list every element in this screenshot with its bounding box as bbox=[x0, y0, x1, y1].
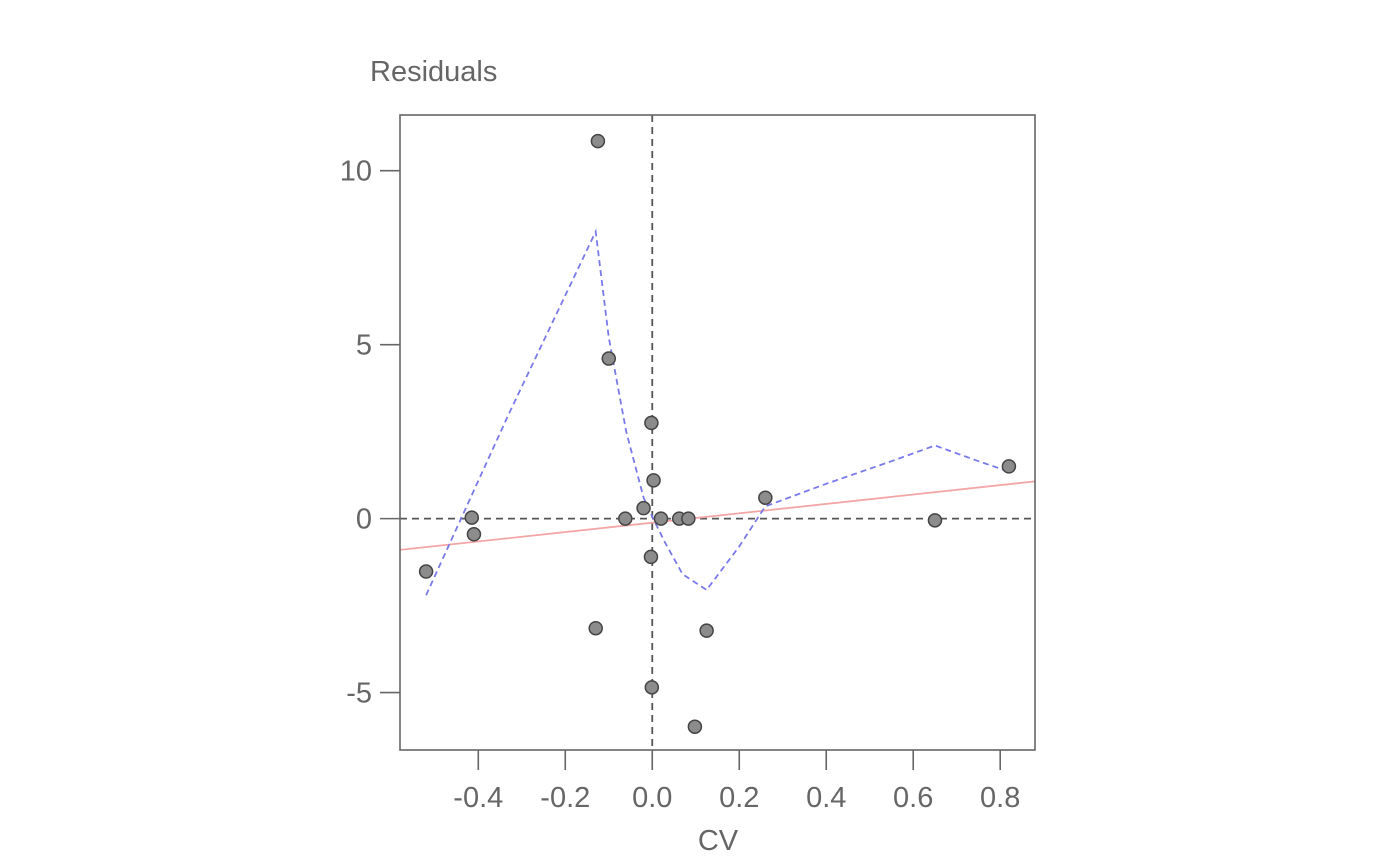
y-axis: 10 5 0 -5 bbox=[340, 156, 400, 710]
data-point bbox=[758, 490, 773, 505]
data-point bbox=[590, 133, 606, 149]
data-point bbox=[653, 511, 669, 526]
y-tick-label: 5 bbox=[356, 330, 372, 362]
x-tick-label: -0.2 bbox=[540, 782, 590, 814]
data-point bbox=[646, 473, 661, 488]
plot-frame bbox=[399, 114, 1036, 751]
x-tick-label: 0.2 bbox=[719, 782, 759, 814]
y-axis-title: Residuals bbox=[370, 56, 497, 88]
y-tick-label: 0 bbox=[356, 504, 372, 536]
data-point bbox=[681, 511, 696, 526]
x-axis: -0.4 -0.2 0.0 0.2 0.4 0.6 0.8 bbox=[453, 750, 1020, 814]
series-layer bbox=[399, 228, 1036, 596]
x-tick-label: 0.0 bbox=[632, 782, 672, 814]
data-point bbox=[636, 500, 651, 516]
data-point bbox=[418, 564, 434, 579]
reference-lines bbox=[400, 115, 1035, 750]
data-point bbox=[643, 549, 659, 565]
x-axis-title: CV bbox=[698, 825, 739, 857]
data-point bbox=[699, 623, 714, 638]
x-tick-label: 0.6 bbox=[893, 782, 933, 814]
x-tick-label: 0.8 bbox=[980, 782, 1020, 814]
x-tick-label: 0.4 bbox=[806, 782, 846, 814]
linear-fit-line bbox=[399, 480, 1036, 551]
data-point bbox=[927, 513, 943, 528]
data-point bbox=[618, 511, 633, 526]
y-tick-label: -5 bbox=[346, 678, 372, 710]
data-point bbox=[588, 620, 603, 636]
y-tick-label: 10 bbox=[340, 156, 372, 188]
smooth-trend-line bbox=[425, 228, 1010, 596]
data-point bbox=[464, 510, 480, 525]
data-point bbox=[466, 527, 482, 542]
data-point bbox=[644, 680, 660, 695]
data-point bbox=[1001, 459, 1017, 474]
data-point bbox=[644, 415, 659, 431]
x-tick-label: -0.4 bbox=[453, 782, 503, 814]
points-layer bbox=[418, 133, 1017, 734]
data-point bbox=[601, 351, 617, 366]
data-point bbox=[687, 719, 703, 734]
